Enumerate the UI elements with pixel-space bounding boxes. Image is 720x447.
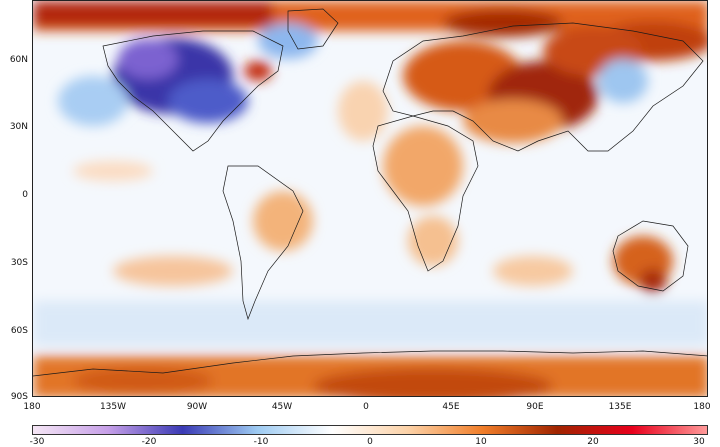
colorbar — [32, 425, 708, 435]
coastlines — [33, 8, 707, 377]
lon-tick-label: 135W — [99, 402, 127, 412]
colorbar-label: -20 — [141, 437, 157, 447]
lat-tick-label: 30N — [9, 122, 28, 132]
lon-tick-label: 135E — [608, 402, 632, 412]
anomaly-field — [33, 1, 707, 396]
colorbar-label: 0 — [367, 437, 373, 447]
lat-tick-label: 60S — [10, 326, 28, 336]
coast-north-america — [102, 30, 284, 152]
colorbar-label: 30 — [693, 437, 705, 447]
coast-antarctica — [33, 350, 707, 377]
colorbar-label: -10 — [253, 437, 269, 447]
lon-tick-label: 0 — [363, 402, 369, 412]
lon-tick-label: 180 — [693, 402, 711, 412]
temperature-anomaly-map — [32, 0, 708, 397]
map-canvas — [33, 1, 707, 396]
colorbar-label: -30 — [29, 437, 45, 447]
lon-tick-label: 90E — [526, 402, 544, 412]
colorbar-label: 20 — [587, 437, 599, 447]
lat-tick-label: 30S — [10, 258, 28, 268]
lat-tick-label: 0 — [22, 190, 28, 200]
lat-tick-label: 90S — [10, 392, 28, 402]
coast-australia — [612, 220, 689, 292]
lon-tick-label: 45W — [271, 402, 293, 412]
coast-africa — [372, 115, 479, 272]
coast-eurasia — [382, 22, 704, 152]
lon-tick-label: 45E — [442, 402, 460, 412]
colorbar-label: 10 — [475, 437, 487, 447]
lon-tick-label: 90W — [186, 402, 208, 412]
coast-south-america — [222, 165, 304, 321]
coast-greenland — [287, 8, 339, 50]
lon-tick-label: 180 — [23, 402, 41, 412]
lat-tick-label: 60N — [9, 55, 28, 65]
